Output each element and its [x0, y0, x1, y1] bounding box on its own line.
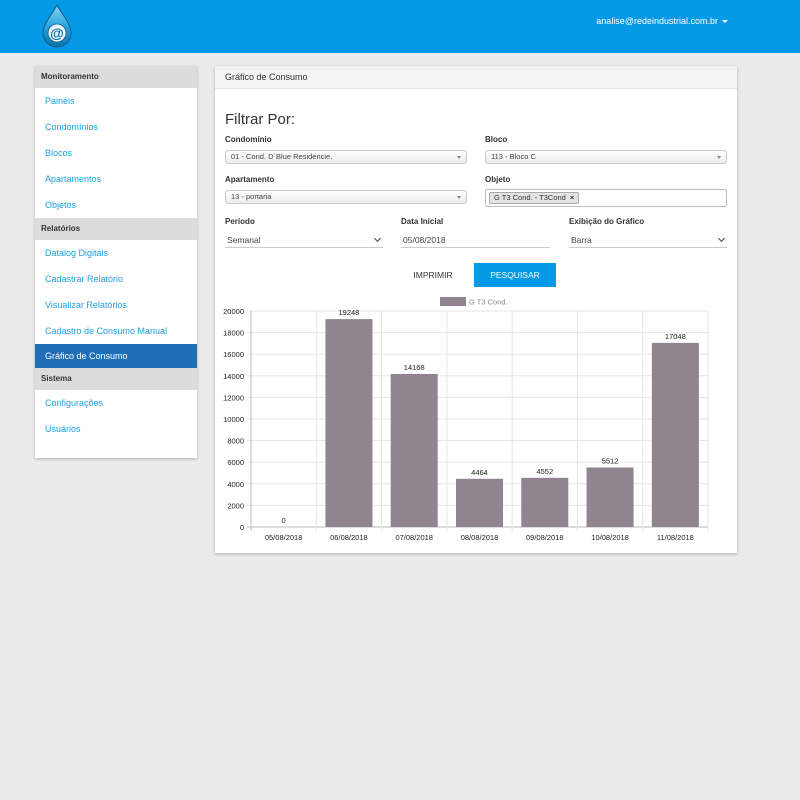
y-tick-label: 12000 [223, 393, 244, 402]
sidebar-section-monitoramento: Monitoramento [35, 66, 197, 88]
condominio-label: Condomínio [225, 135, 272, 144]
apartamento-label: Apartamento [225, 175, 275, 184]
svg-text:@: @ [50, 25, 64, 41]
y-tick-label: 18000 [223, 329, 244, 338]
caret-down-icon [722, 20, 728, 23]
sidebar-item-objetos[interactable]: Objetos [45, 200, 77, 210]
y-tick-label: 20000 [223, 307, 244, 316]
x-tick-label: 05/08/2018 [265, 533, 303, 542]
sidebar-item-configuracoes[interactable]: Configurações [45, 398, 104, 408]
chart-bar [586, 467, 634, 527]
dropdown-arrow-icon [717, 156, 721, 159]
data-inicial-input[interactable]: 05/08/2018 [401, 232, 550, 248]
chevron-down-icon [373, 234, 382, 243]
exibicao-select[interactable]: Barra [569, 232, 727, 248]
x-tick-label: 07/08/2018 [395, 533, 433, 542]
chart-bar [455, 478, 504, 527]
chart-bar [651, 342, 699, 527]
sidebar-section-sistema: Sistema [35, 368, 197, 390]
data-inicial-value: 05/08/2018 [403, 235, 446, 245]
legend-swatch [440, 297, 466, 306]
bloco-value: 113 - Bloco C [491, 152, 536, 161]
x-tick-label: 09/08/2018 [526, 533, 564, 542]
sidebar-section-relatorios: Relatórios [35, 218, 197, 240]
exibicao-value: Barra [571, 235, 592, 245]
periodo-label: Período [225, 217, 255, 226]
sidebar-item-visualizar-relatorios[interactable]: Visualizar Relatórios [45, 300, 127, 310]
y-tick-label: 0 [240, 523, 244, 532]
user-email: analise@redeindustrial.com.br [596, 16, 718, 26]
consumption-bar-chart: 0 2000 4000 6000 8000 10000 12000 14000 16000 180… [223, 297, 709, 542]
bar-value-label: 0 [282, 516, 286, 525]
sidebar-item-grafico-consumo[interactable]: Gráfico de Consumo [35, 344, 197, 368]
chart-bar [325, 319, 373, 527]
condominio-value: 01 - Cond. D`Blue Residencie. [231, 152, 333, 161]
condominio-select[interactable]: 01 - Cond. D`Blue Residencie. [225, 150, 467, 164]
dropdown-arrow-icon [457, 156, 461, 159]
apartamento-value: 13 - portaria [231, 192, 272, 201]
periodo-value: Semanal [227, 235, 261, 245]
exibicao-label: Exibição do Gráfico [569, 217, 645, 226]
sidebar-item-blocos[interactable]: Blocos [45, 148, 73, 158]
y-tick-label: 10000 [223, 415, 244, 424]
x-tick-label: 10/08/2018 [591, 533, 629, 542]
y-tick-label: 2000 [227, 501, 244, 510]
y-tick-label: 6000 [227, 458, 244, 467]
y-tick-label: 14000 [223, 372, 244, 381]
y-tick-label: 8000 [227, 437, 244, 446]
sidebar-item-cadastro-consumo-manual[interactable]: Cadastro de Consumo Manual [45, 326, 168, 336]
chart-bar [390, 373, 438, 527]
sidebar-item-usuarios[interactable]: Usuários [45, 424, 81, 434]
sidebar-item-condominios[interactable]: Condomínios [45, 122, 99, 132]
chart-bar [521, 477, 569, 527]
x-tick-label: 08/08/2018 [461, 533, 499, 542]
sidebar-item-apartamentos[interactable]: Apartamentos [45, 174, 102, 184]
objeto-multiselect[interactable]: G T3 Cond. - T3Cond × [485, 189, 727, 207]
objeto-tag-label: G T3 Cond. - T3Cond [494, 193, 566, 202]
filter-title: Filtrar Por: [225, 111, 296, 128]
bar-value-label: 19248 [338, 308, 359, 317]
print-button[interactable]: IMPRIMIR [413, 270, 453, 280]
logo-drop-icon[interactable]: @ [40, 3, 74, 49]
y-tick-label: 4000 [227, 480, 244, 489]
bar-value-label: 5512 [602, 456, 619, 465]
objeto-tag: G T3 Cond. - T3Cond × [489, 192, 580, 204]
bloco-label: Bloco [485, 135, 508, 144]
sidebar: Monitoramento Painéis Condomínios Blocos… [35, 66, 197, 458]
sidebar-item-paineis[interactable]: Painéis [45, 96, 75, 106]
top-navbar: @ analise@redeindustrial.com.br [0, 0, 800, 53]
bar-value-label: 14168 [404, 363, 425, 372]
bar-value-label: 4464 [471, 468, 488, 477]
sidebar-item-datalog-digitais[interactable]: Datalog Digitais [45, 248, 109, 258]
apartamento-select[interactable]: 13 - portaria [225, 190, 467, 204]
user-menu[interactable]: analise@redeindustrial.com.br [596, 16, 728, 26]
objeto-label: Objeto [485, 175, 511, 184]
remove-tag-icon[interactable]: × [569, 193, 575, 202]
bloco-select[interactable]: 113 - Bloco C [485, 150, 727, 164]
x-tick-label: 11/08/2018 [657, 533, 694, 542]
sidebar-item-cadastrar-relatorio[interactable]: Cadastrar Relatório [45, 274, 124, 284]
panel-title: Gráfico de Consumo [215, 66, 737, 89]
dropdown-arrow-icon [457, 196, 461, 199]
bar-value-label: 4552 [536, 467, 553, 476]
legend-label: G T3 Cond. [469, 298, 508, 307]
bar-value-label: 17048 [665, 332, 686, 341]
x-tick-label: 06/08/2018 [330, 533, 368, 542]
y-tick-label: 16000 [223, 350, 244, 359]
periodo-select[interactable]: Semanal [225, 232, 383, 248]
data-inicial-label: Data Inicial [401, 217, 444, 226]
search-button[interactable]: PESQUISAR [474, 263, 556, 287]
consumption-chart-panel: Gráfico de Consumo Filtrar Por: Condomín… [215, 66, 737, 553]
chevron-down-icon [717, 234, 726, 243]
